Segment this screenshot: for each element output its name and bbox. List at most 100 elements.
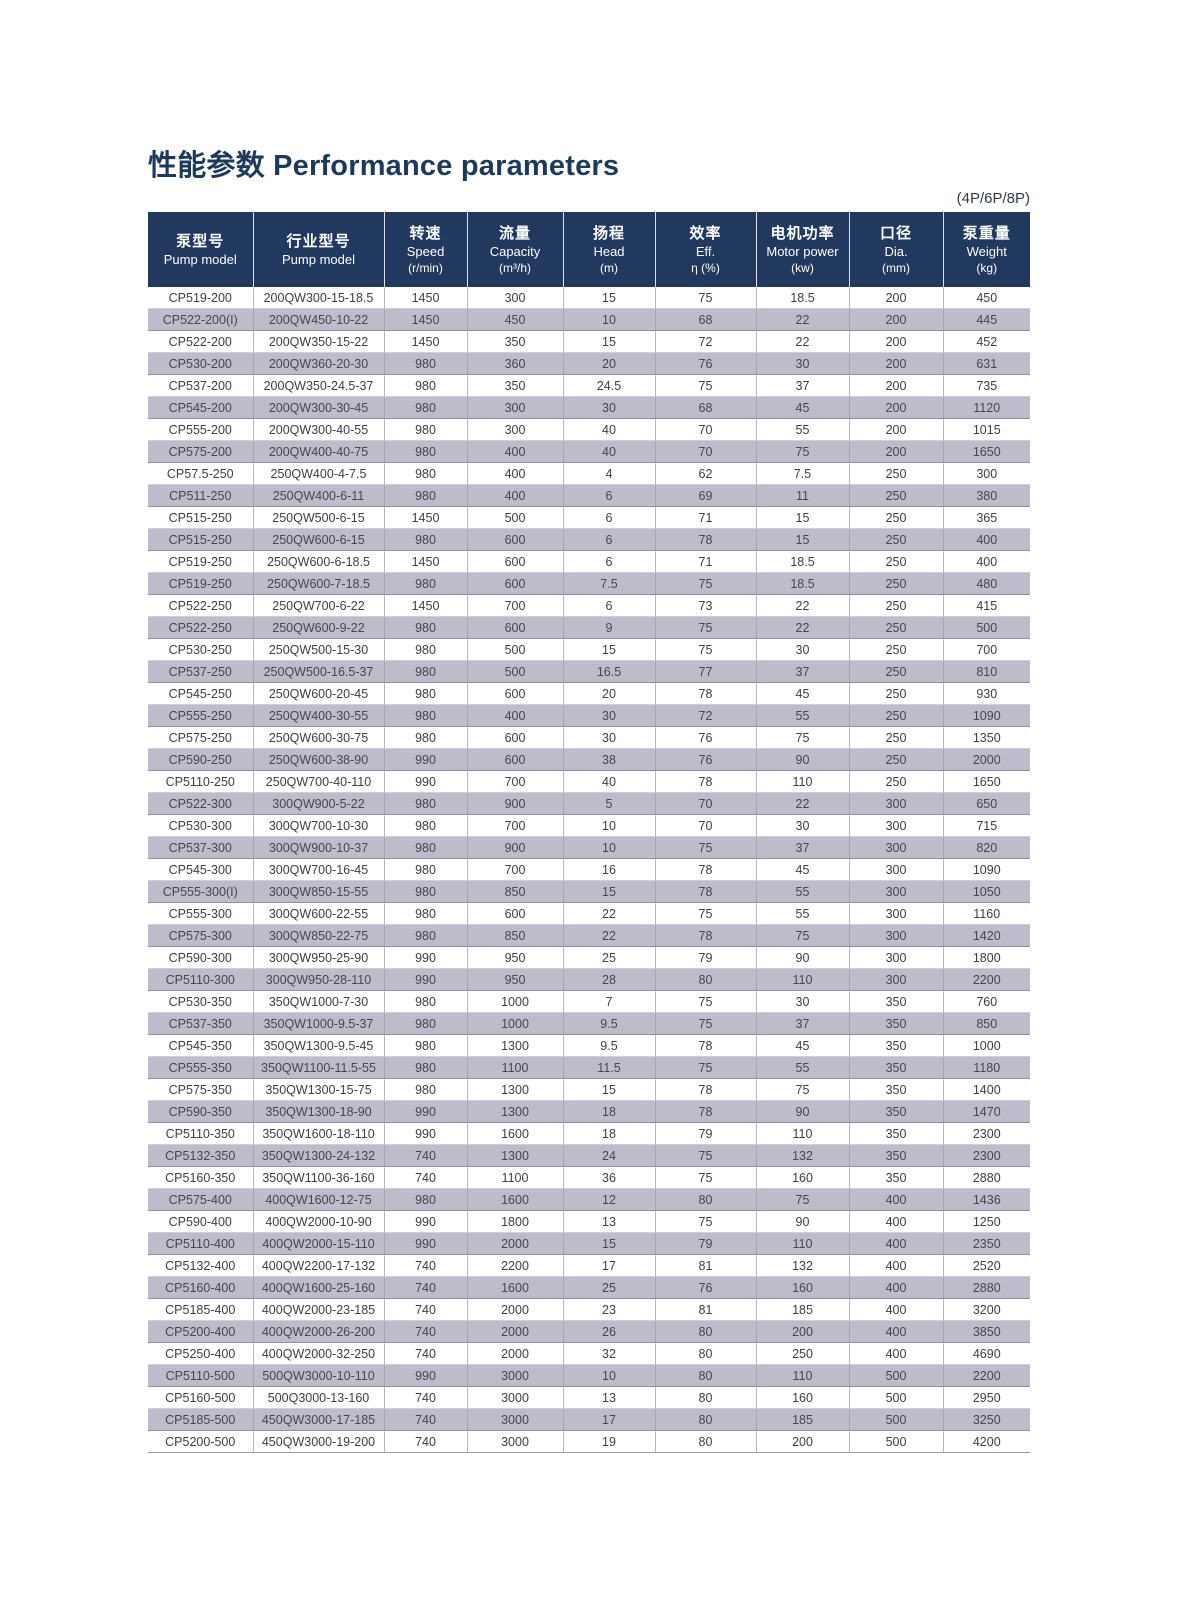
table-cell: 80	[654, 1188, 756, 1211]
column-header-zh: 效率	[689, 224, 722, 242]
table-row: CP545-300 300QW700-16-45 980 700 16 78 45 300 10…	[148, 858, 1030, 881]
column-header-motor-power: 电机功率 Motor power (kw)	[755, 212, 849, 287]
table-cell: 250QW600-38-90	[252, 748, 384, 771]
table-cell: 200QW360-20-30	[252, 352, 384, 375]
table-row: CP522-250 250QW700-6-22 1450 700 6 73 22 250 415	[148, 594, 1030, 617]
table-cell: 350	[848, 1144, 943, 1167]
table-cell: 110	[755, 968, 849, 991]
table-cell: 18.5	[755, 550, 849, 573]
table-row: CP575-200 200QW400-40-75 980 400 40 70 75 200 16…	[148, 440, 1030, 463]
table-cell: 2000	[942, 748, 1030, 771]
table-cell: 15	[562, 880, 655, 903]
table-cell: 850	[466, 880, 563, 903]
column-header-pump-model: 泵型号 Pump model	[148, 212, 253, 287]
table-cell: CP522-250	[148, 616, 253, 639]
table-cell: CP575-300	[148, 924, 253, 947]
table-cell: CP555-300	[148, 902, 253, 925]
table-cell: 2000	[466, 1298, 563, 1321]
table-cell: 70	[654, 814, 756, 837]
table-cell: 980	[383, 660, 467, 683]
column-header-en: Eff.	[695, 243, 716, 259]
table-cell: 1450	[383, 594, 467, 617]
table-row: CP555-350 350QW1100-11.5-55 980 1100 11.5 75 5…	[148, 1056, 1030, 1079]
table-cell: CP545-350	[148, 1034, 253, 1057]
table-cell: 400	[848, 1320, 943, 1343]
table-cell: CP5185-400	[148, 1298, 253, 1321]
table-cell: 400	[848, 1210, 943, 1233]
table-cell: CP590-350	[148, 1100, 253, 1123]
table-cell: 200	[755, 1430, 849, 1453]
column-header-unit: (m)	[600, 260, 618, 275]
table-cell: 1300	[466, 1078, 563, 1101]
table-cell: CP590-400	[148, 1210, 253, 1233]
table-cell: 850	[942, 1012, 1030, 1035]
table-cell: 200	[848, 374, 943, 397]
table-cell: 250	[755, 1342, 849, 1365]
table-cell: 1450	[383, 330, 467, 353]
table-row: CP5185-500 450QW3000-17-185 740 3000 17 80 185…	[148, 1408, 1030, 1431]
table-cell: CP5132-350	[148, 1144, 253, 1167]
table-cell: 250	[848, 462, 943, 485]
table-cell: 1600	[466, 1122, 563, 1145]
table-cell: CP530-250	[148, 638, 253, 661]
table-cell: CP537-250	[148, 660, 253, 683]
table-cell: 980	[383, 484, 467, 507]
table-cell: 75	[654, 902, 756, 925]
table-cell: 1650	[942, 770, 1030, 793]
table-cell: 11	[755, 484, 849, 507]
table-cell: CP530-200	[148, 352, 253, 375]
table-cell: 55	[755, 418, 849, 441]
column-header-en: Motor power	[766, 243, 839, 259]
table-cell: 1000	[466, 990, 563, 1013]
table-cell: 22	[562, 924, 655, 947]
table-cell: 300	[848, 792, 943, 815]
table-cell: 740	[383, 1166, 467, 1189]
table-cell: 300	[466, 396, 563, 419]
table-cell: 740	[383, 1276, 467, 1299]
pole-configuration-note: (4P/6P/8P)	[956, 190, 1030, 207]
table-cell: CP545-250	[148, 682, 253, 705]
table-cell: 980	[383, 528, 467, 551]
table-cell: 380	[942, 484, 1030, 507]
column-header-zh: 行业型号	[286, 232, 351, 250]
table-cell: 20	[562, 682, 655, 705]
table-cell: 980	[383, 858, 467, 881]
table-cell: 22	[562, 902, 655, 925]
table-cell: 980	[383, 440, 467, 463]
table-cell: 75	[654, 1210, 756, 1233]
table-cell: 350QW1000-9.5-37	[252, 1012, 384, 1035]
table-cell: 3000	[466, 1364, 563, 1387]
table-row: CP5200-400 400QW2000-26-200 740 2000 26 80 200…	[148, 1320, 1030, 1343]
table-cell: 1120	[942, 396, 1030, 419]
table-cell: 18	[562, 1122, 655, 1145]
table-cell: 445	[942, 308, 1030, 331]
table-cell: 1470	[942, 1100, 1030, 1123]
table-cell: 90	[755, 1100, 849, 1123]
table-row: CP522-200(I) 200QW450-10-22 1450 450 10 68 22 2…	[148, 308, 1030, 331]
table-cell: 500	[466, 660, 563, 683]
table-cell: 350	[848, 1056, 943, 1079]
table-cell: 250	[848, 638, 943, 661]
table-cell: CP590-300	[148, 946, 253, 969]
table-cell: 980	[383, 418, 467, 441]
table-cell: 300	[848, 836, 943, 859]
table-cell: 5	[562, 792, 655, 815]
table-cell: 7	[562, 990, 655, 1013]
table-cell: CP530-350	[148, 990, 253, 1013]
table-row: CP537-200 200QW350-24.5-37 980 350 24.5 75 37 2…	[148, 374, 1030, 397]
table-cell: 80	[654, 1430, 756, 1453]
table-cell: 24	[562, 1144, 655, 1167]
table-cell: 740	[383, 1430, 467, 1453]
table-cell: 15	[562, 638, 655, 661]
table-cell: 980	[383, 462, 467, 485]
table-cell: 820	[942, 836, 1030, 859]
table-cell: 78	[654, 682, 756, 705]
table-cell: 1000	[942, 1034, 1030, 1057]
table-cell: 740	[383, 1144, 467, 1167]
table-cell: 45	[755, 682, 849, 705]
table-cell: 400	[942, 528, 1030, 551]
table-cell: 1300	[466, 1034, 563, 1057]
table-cell: 980	[383, 682, 467, 705]
table-cell: 22	[755, 330, 849, 353]
table-cell: CP545-200	[148, 396, 253, 419]
